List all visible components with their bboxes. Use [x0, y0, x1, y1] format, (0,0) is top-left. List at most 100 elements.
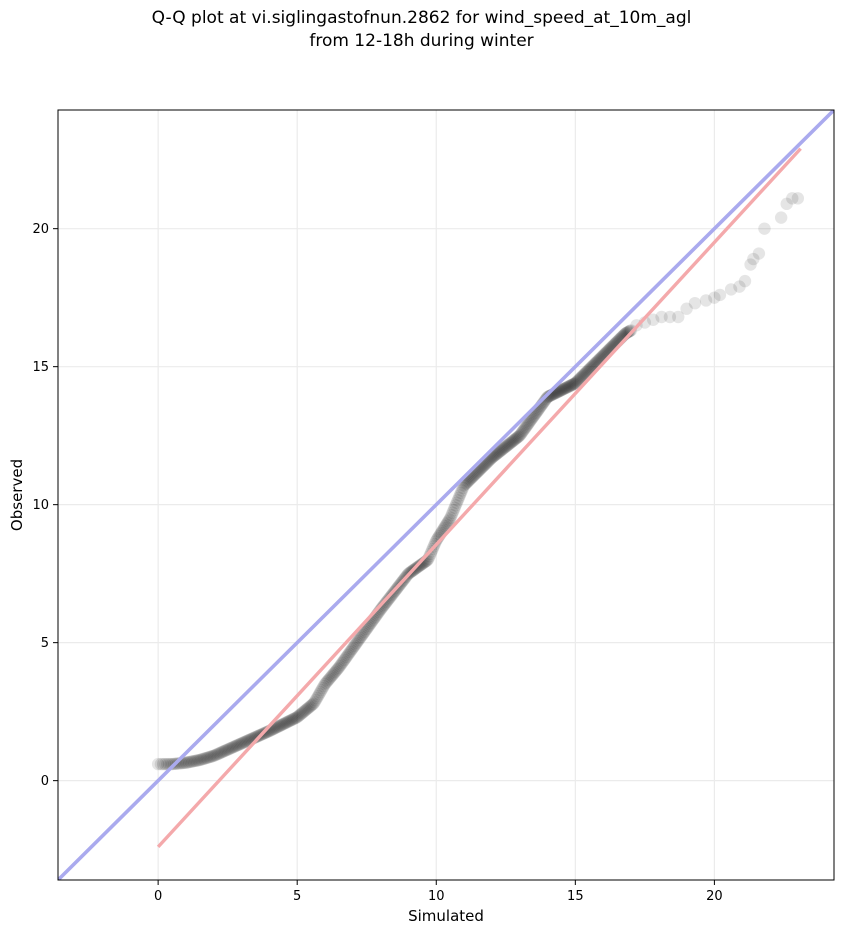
y-axis-label: Observed [8, 459, 26, 531]
data-point [239, 735, 253, 748]
data-point [216, 745, 229, 759]
data-point [241, 734, 254, 747]
data-point [317, 679, 330, 693]
data-point [271, 720, 284, 734]
data-point [445, 509, 458, 522]
data-point [497, 441, 511, 455]
data-point [182, 755, 196, 769]
data-point [564, 379, 577, 392]
data-point [281, 715, 294, 729]
data-point [304, 699, 318, 712]
data-point [356, 628, 369, 642]
data-point [159, 757, 172, 771]
data-point [429, 535, 443, 548]
data-point [517, 423, 531, 436]
data-point [522, 416, 536, 429]
data-point [578, 367, 591, 381]
data-point [448, 501, 461, 514]
data-point [181, 756, 194, 769]
data-point [724, 283, 738, 296]
data-point [623, 324, 637, 338]
data-point [512, 429, 526, 443]
data-points [151, 192, 805, 771]
data-point [273, 719, 287, 732]
identity-line [58, 110, 834, 880]
data-point [496, 442, 510, 456]
data-point [447, 504, 460, 517]
x-tick-label: 5 [293, 889, 301, 904]
data-point [193, 753, 206, 767]
data-point [343, 645, 357, 659]
data-point [581, 365, 594, 378]
x-tick-label: 10 [428, 889, 445, 904]
data-point [225, 741, 238, 754]
data-point [441, 516, 454, 530]
data-point [443, 513, 456, 526]
data-point [444, 511, 457, 524]
data-point [290, 711, 304, 724]
data-point [186, 755, 199, 768]
data-point [192, 754, 205, 767]
data-point [509, 432, 523, 445]
data-point [217, 745, 230, 758]
data-point [349, 638, 362, 651]
x-tick-label: 15 [567, 889, 584, 904]
data-point [213, 746, 226, 760]
data-point [233, 738, 246, 751]
data-point [733, 280, 746, 293]
data-point [315, 683, 328, 697]
data-point [568, 377, 581, 390]
data-point [540, 391, 554, 404]
data-point [184, 755, 197, 768]
data-point [226, 740, 240, 754]
data-point [308, 696, 321, 709]
data-point [260, 726, 273, 739]
data-point [325, 669, 339, 683]
data-point [515, 426, 529, 439]
data-point [296, 706, 309, 719]
data-point [151, 757, 165, 771]
data-point [456, 481, 470, 495]
data-point [680, 302, 693, 315]
data-point [348, 639, 361, 653]
data-point [327, 666, 341, 680]
data-point [563, 379, 577, 393]
data-point [298, 704, 312, 717]
data-point [672, 310, 685, 324]
data-point [238, 735, 252, 749]
data-point [382, 592, 395, 606]
data-point [300, 703, 313, 716]
data-point [318, 677, 332, 691]
reference-lines [58, 110, 834, 880]
data-point [572, 373, 585, 387]
data-point [521, 417, 535, 431]
y-tick-label: 10 [32, 498, 49, 513]
data-point [519, 420, 533, 433]
data-point [342, 647, 356, 660]
data-point [196, 752, 209, 766]
data-point [505, 435, 519, 448]
data-point [565, 378, 578, 392]
data-point [312, 688, 326, 701]
data-point [316, 681, 329, 695]
data-point [380, 595, 393, 609]
data-point [212, 747, 225, 761]
data-point [499, 440, 513, 453]
data-point [506, 434, 520, 448]
data-point [200, 751, 214, 765]
data-point [230, 739, 244, 752]
data-point [234, 737, 248, 750]
data-point [508, 433, 522, 446]
data-point [622, 325, 636, 338]
data-point [284, 714, 298, 727]
data-point [561, 380, 575, 394]
data-point [232, 738, 245, 752]
data-point [250, 730, 263, 743]
data-point [202, 751, 215, 764]
data-point [504, 436, 518, 449]
data-point [525, 412, 539, 425]
data-point [738, 274, 752, 288]
data-point [574, 371, 587, 385]
data-point [334, 658, 348, 671]
